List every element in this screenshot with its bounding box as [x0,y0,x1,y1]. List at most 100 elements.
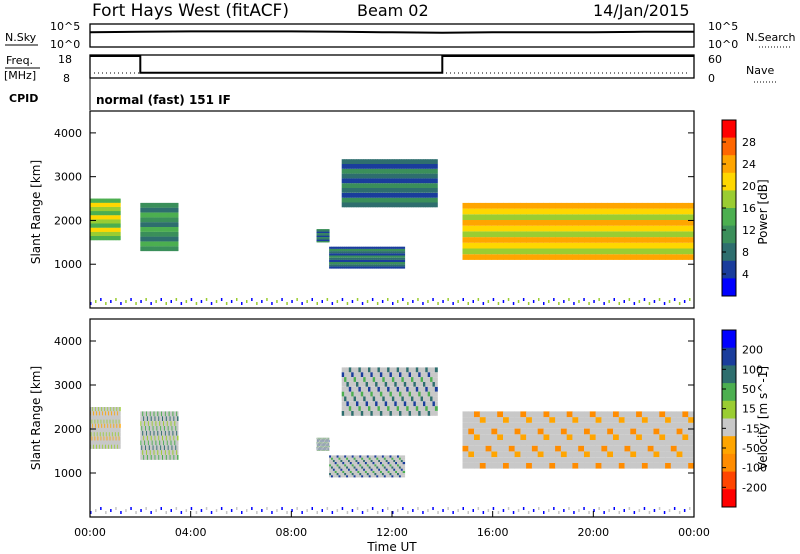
scatter-cell [555,248,562,255]
scatter-cell [167,416,170,421]
scatter-cell [102,223,104,228]
scatter-cell [601,214,608,220]
clutter-cell [381,300,384,303]
scatter-cell [355,246,358,249]
scatter-cell [117,206,120,212]
clutter-cell [190,507,193,510]
scatter-cell [688,214,695,220]
scatter-cell [411,188,414,193]
scatter-cell [151,212,154,218]
scatter-cell [396,164,400,169]
scatter-cell [152,222,154,227]
scatter-cell [363,264,366,267]
scatter-cell [383,459,387,462]
scatter-cell [148,435,151,441]
scatter-cell [351,473,355,476]
scatter-cell [142,207,144,213]
scatter-cell [149,231,152,237]
scatter-cell [387,372,390,377]
scatter-cell [114,236,117,241]
scatter-cell [146,227,149,232]
scatter-cell [110,415,112,420]
scatter-cell [372,248,375,252]
scatter-cell [159,435,161,441]
scatter-cell [146,455,149,460]
scatter-cell [595,462,602,469]
scatter-cell [378,262,381,265]
scatter-cell [90,432,93,437]
scatter-cell [549,220,556,226]
scatter-cell [332,475,336,478]
scatter-cell [526,248,533,255]
scatter-cell [385,255,389,258]
scatter-cell [601,231,608,238]
scatter-cell [155,445,157,451]
scatter-cell [508,202,516,209]
scatter-cell [376,246,379,249]
scatter-cell [514,220,521,226]
scatter-cell [387,457,390,460]
scatter-cell [145,430,147,436]
scatter-cell [168,207,170,213]
scatter-cell [485,428,492,435]
scatter-cell [607,242,614,249]
clutter-cell [316,302,318,305]
scatter-cell [341,202,345,208]
scatter-cell [357,266,360,269]
scatter-cell [157,241,159,247]
scatter-cell [503,440,510,446]
scatter-cell [100,432,102,437]
scatter-cell [105,423,108,428]
scatter-cell [670,457,678,463]
scatter-cell [93,206,95,212]
scatter-cell [344,386,347,392]
scatter-cell [103,223,105,228]
scatter-cell [549,214,556,220]
scatter-cell [474,242,481,249]
scatter-cell [434,411,438,416]
scatter-cell [116,206,118,212]
scatter-cell [408,178,412,184]
scatter-cell [156,411,158,417]
scatter-cell [624,248,631,255]
scatter-cell [613,434,620,440]
scatter-cell [104,423,106,428]
scatter-cell [589,457,597,463]
scatter-cell [334,457,338,460]
scatter-cell [508,445,516,452]
scatter-cell [430,168,433,174]
scatter-cell [497,237,504,243]
scatter-cell [340,255,343,258]
scatter-cell [572,422,579,429]
scatter-cell [176,430,178,436]
scatter-cell [479,451,487,458]
scatter-cell [376,264,379,267]
clutter-cell [336,300,339,303]
scatter-cell [361,257,364,260]
scatter-cell [162,425,164,431]
scatter-cell [613,440,620,446]
scatter-cell [172,227,174,232]
scatter-cell [418,173,422,179]
scatter-cell [95,427,97,433]
scatter-cell [106,202,108,207]
scatter-cell [150,425,153,431]
scatter-cell [344,164,347,169]
scatter-cell [159,450,161,455]
scatter-cell [630,428,637,435]
scatter-cell [391,473,394,476]
scatter-cell [342,246,345,249]
scatter-cell [151,430,154,436]
scatter-cell [375,396,378,402]
scatter-cell [332,253,336,256]
scatter-cell [108,444,111,449]
scatter-cell [434,367,438,373]
scatter-cell [171,207,173,213]
scatter-cell [474,225,481,232]
scatter-cell [162,227,164,232]
scatter-cell [110,211,112,216]
scatter-cell [393,259,396,262]
scatter-cell [607,254,614,260]
scatter-cell [353,246,356,249]
scatter-cell [514,434,521,440]
